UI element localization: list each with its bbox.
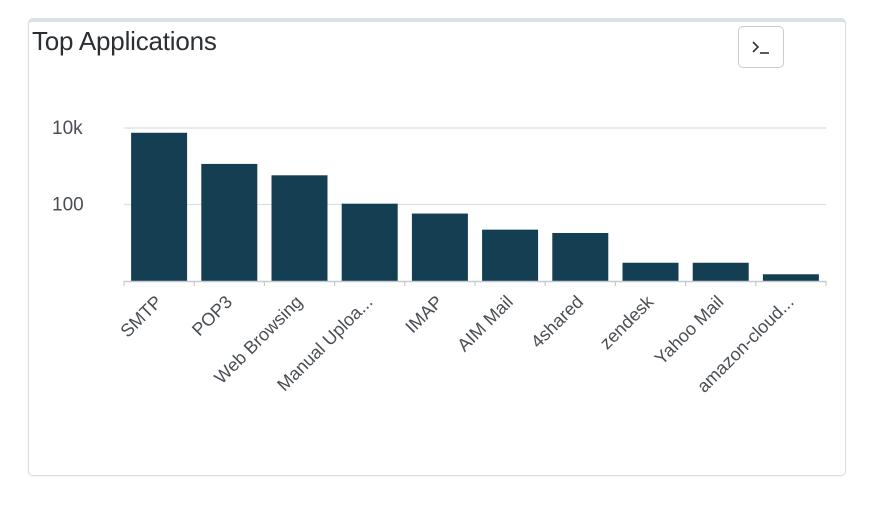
bar[interactable] bbox=[762, 274, 819, 281]
card-title: Top Applications bbox=[32, 26, 217, 56]
x-tick-label: IMAP bbox=[401, 292, 446, 337]
x-tick-label: POP3 bbox=[188, 292, 236, 340]
x-tick-label: SMTP bbox=[116, 292, 166, 342]
y-tick-label: 100 bbox=[52, 195, 84, 216]
bar[interactable] bbox=[692, 262, 749, 281]
bars bbox=[131, 132, 819, 281]
x-tick-label: 4shared bbox=[527, 292, 587, 352]
bar[interactable] bbox=[131, 132, 188, 281]
bar[interactable] bbox=[271, 175, 328, 281]
x-tick-label: Yahoo Mail bbox=[651, 292, 728, 369]
x-tick-label: zendesk bbox=[596, 291, 658, 353]
bar[interactable] bbox=[552, 232, 609, 281]
bar[interactable] bbox=[482, 229, 539, 281]
bar[interactable] bbox=[622, 262, 679, 281]
bar[interactable] bbox=[341, 203, 398, 281]
bar[interactable] bbox=[411, 213, 468, 281]
y-tick-label: 10k bbox=[52, 118, 83, 139]
terminal-prompt-icon bbox=[752, 41, 769, 54]
y-axis-ticks: 100 10k bbox=[52, 118, 84, 216]
cli-button[interactable] bbox=[738, 26, 784, 68]
x-tick-label: AIM Mail bbox=[453, 292, 517, 356]
x-axis bbox=[123, 280, 827, 286]
bar[interactable] bbox=[201, 163, 258, 281]
